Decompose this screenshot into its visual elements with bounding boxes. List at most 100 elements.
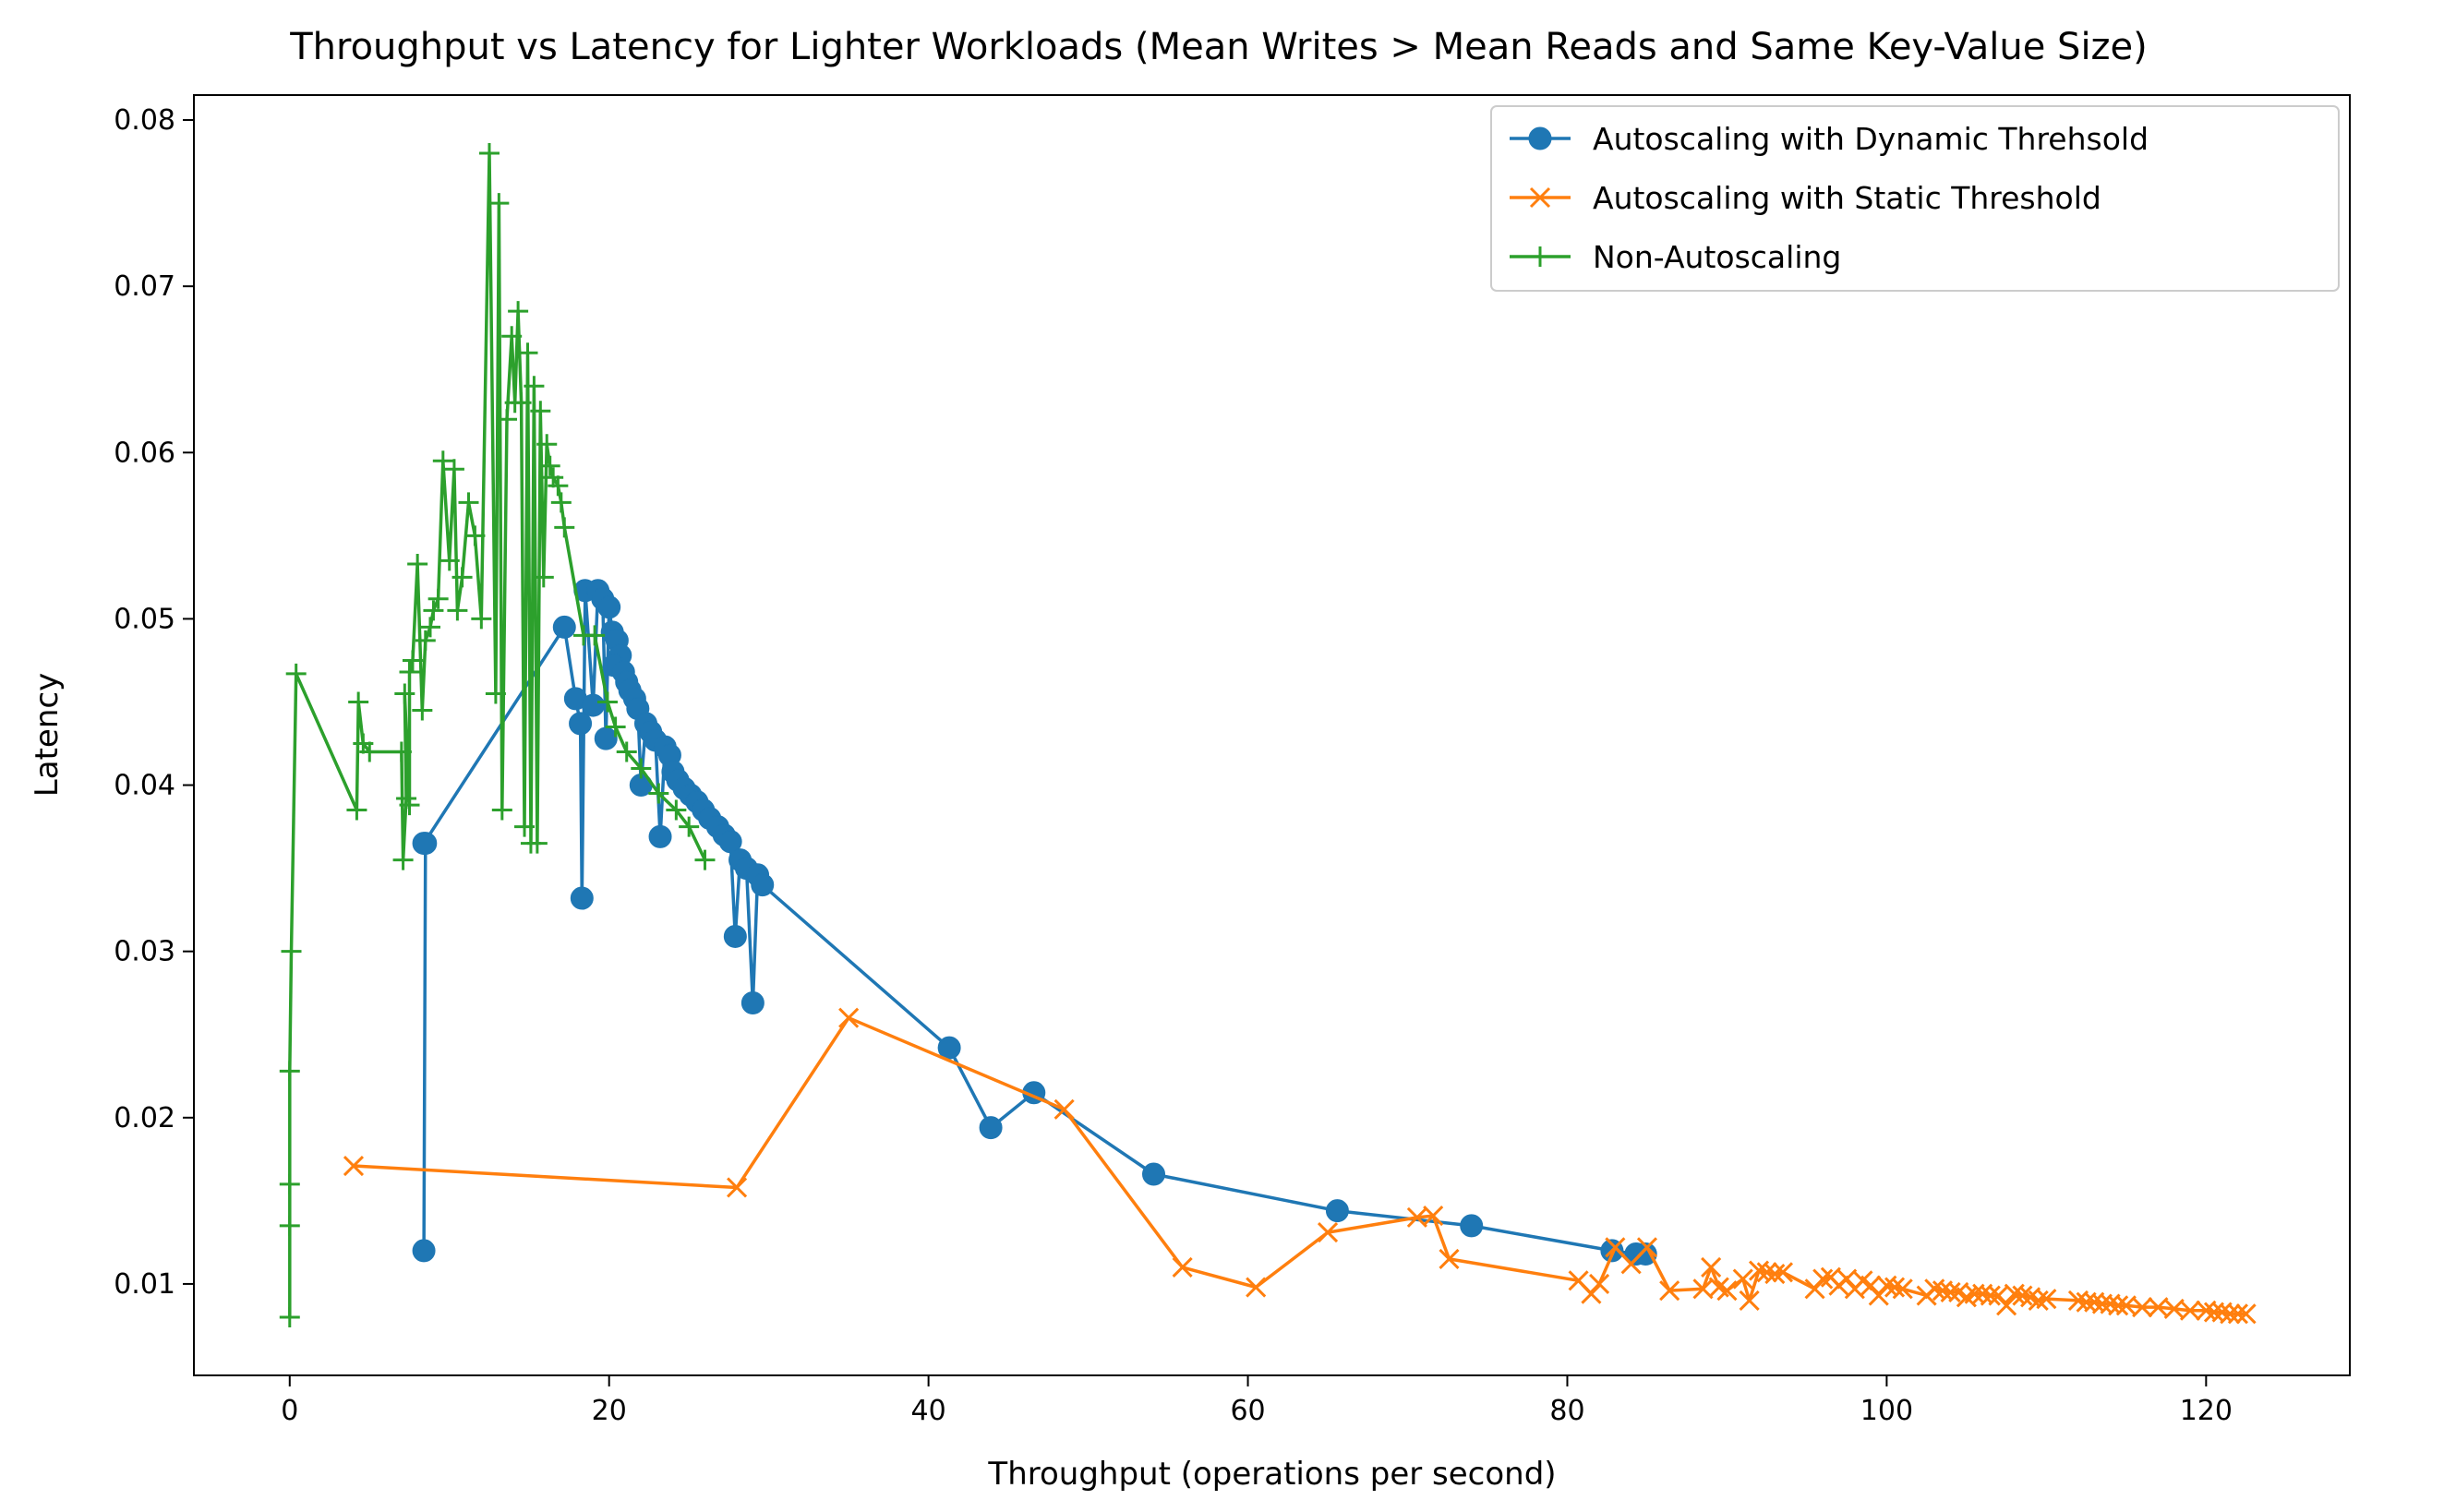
data-point-static xyxy=(727,1177,748,1198)
data-point-static xyxy=(2084,1291,2105,1313)
data-point-non-autoscaling xyxy=(464,525,486,546)
y-tick-label: 0.07 xyxy=(114,270,175,303)
y-tick-label: 0.03 xyxy=(114,936,175,968)
legend-label: Autoscaling with Static Threshold xyxy=(1593,180,2101,216)
data-point-non-autoscaling xyxy=(451,567,473,588)
data-point-non-autoscaling xyxy=(491,799,512,821)
legend-item-non-autoscaling: Non-Autoscaling xyxy=(1510,239,1841,275)
data-point-static xyxy=(2163,1298,2185,1320)
data-point-non-autoscaling xyxy=(432,450,453,472)
data-point-dynamic xyxy=(1633,1242,1657,1266)
y-tick-label: 0.02 xyxy=(114,1102,175,1134)
series-dynamic xyxy=(412,579,1657,1266)
x-tick-label: 100 xyxy=(1860,1395,1913,1427)
x-tick-label: 60 xyxy=(1230,1395,1265,1427)
data-point-static xyxy=(1246,1277,1267,1298)
data-point-static xyxy=(2179,1300,2201,1321)
data-point-non-autoscaling xyxy=(554,517,575,538)
data-point-static xyxy=(2203,1302,2225,1323)
data-point-static xyxy=(1772,1262,1794,1283)
data-point-non-autoscaling xyxy=(447,600,468,621)
legend-item-static: Autoscaling with Static Threshold xyxy=(1510,180,2101,216)
data-point-static xyxy=(838,1007,860,1028)
data-point-dynamic xyxy=(570,886,594,910)
data-point-static xyxy=(1439,1248,1460,1269)
data-point-dynamic xyxy=(1142,1162,1166,1186)
y-tick-label: 0.05 xyxy=(114,603,175,635)
data-point-static xyxy=(2100,1293,2121,1314)
data-point-non-autoscaling xyxy=(679,816,700,837)
data-point-non-autoscaling xyxy=(543,467,564,488)
data-point-static xyxy=(1748,1260,1770,1281)
data-point-non-autoscaling xyxy=(605,716,626,738)
data-point-static xyxy=(1996,1295,2017,1316)
y-tick-label: 0.08 xyxy=(114,104,175,137)
data-point-static xyxy=(343,1155,365,1177)
x-axis: 0 20 40 60 80 100 120 xyxy=(281,1375,2233,1427)
data-point-dynamic xyxy=(412,1239,436,1263)
legend-label: Autoscaling with Dynamic Threhsold xyxy=(1593,121,2149,157)
data-point-dynamic xyxy=(1460,1214,1484,1238)
data-point-non-autoscaling xyxy=(631,758,652,779)
data-point-non-autoscaling xyxy=(419,617,440,638)
data-point-non-autoscaling xyxy=(281,941,302,962)
data-point-static xyxy=(1804,1278,1825,1300)
x-tick-label: 40 xyxy=(911,1395,946,1427)
data-point-static xyxy=(2036,1289,2057,1310)
data-point-non-autoscaling xyxy=(279,1061,300,1082)
data-point-non-autoscaling xyxy=(539,455,560,476)
plot-frame xyxy=(193,94,2351,1376)
data-point-non-autoscaling xyxy=(348,691,369,713)
data-point-static xyxy=(1701,1256,1722,1278)
data-point-static xyxy=(2076,1291,2097,1313)
legend-item-dynamic: Autoscaling with Dynamic Threhsold xyxy=(1510,121,2149,157)
data-point-non-autoscaling xyxy=(616,741,637,762)
data-point-non-autoscaling xyxy=(524,376,545,397)
data-point-static xyxy=(2211,1302,2233,1323)
legend-box xyxy=(1490,105,2340,292)
legend-marker xyxy=(1528,126,1552,150)
data-point-static xyxy=(1053,1098,1075,1120)
data-point-non-autoscaling xyxy=(439,550,460,571)
data-point-static xyxy=(2196,1300,2217,1321)
data-point-static xyxy=(1940,1281,1961,1303)
data-point-dynamic xyxy=(594,726,618,750)
data-point-dynamic xyxy=(597,595,621,619)
data-point-non-autoscaling xyxy=(423,600,444,621)
data-point-static xyxy=(2115,1295,2137,1316)
data-point-non-autoscaling xyxy=(550,492,572,513)
y-tick-label: 0.04 xyxy=(114,770,175,802)
data-point-static xyxy=(2220,1303,2241,1325)
data-point-static xyxy=(2012,1285,2033,1306)
data-point-static xyxy=(1756,1262,1777,1283)
series-non-autoscaling xyxy=(279,143,716,1327)
data-point-non-autoscaling xyxy=(285,663,307,684)
data-point-dynamic xyxy=(581,693,605,717)
data-point-non-autoscaling xyxy=(471,608,492,630)
data-point-non-autoscaling xyxy=(415,630,436,651)
data-point-non-autoscaling xyxy=(533,567,554,588)
legend-label: Non-Autoscaling xyxy=(1593,239,1841,275)
series-static xyxy=(343,1007,2257,1325)
data-point-static xyxy=(1636,1237,1658,1258)
data-point-non-autoscaling xyxy=(666,799,687,821)
data-point-dynamic xyxy=(552,615,576,639)
data-point-static xyxy=(1692,1278,1714,1300)
data-point-non-autoscaling xyxy=(508,301,529,322)
data-point-non-autoscaling xyxy=(394,683,415,704)
data-point-non-autoscaling xyxy=(427,588,449,609)
data-point-static xyxy=(2004,1283,2025,1304)
series-line-dynamic xyxy=(422,589,1646,1256)
data-point-static xyxy=(1589,1273,1610,1294)
data-point-static xyxy=(2148,1297,2169,1318)
data-point-static xyxy=(1932,1280,1954,1302)
x-tick-label: 120 xyxy=(2180,1395,2233,1427)
data-point-static xyxy=(1716,1280,1738,1302)
series-layer xyxy=(279,143,2257,1327)
data-point-non-autoscaling xyxy=(407,553,428,574)
data-point-static xyxy=(1836,1268,1858,1290)
data-point-dynamic xyxy=(718,830,742,854)
y-axis-label: Latency xyxy=(29,673,66,797)
